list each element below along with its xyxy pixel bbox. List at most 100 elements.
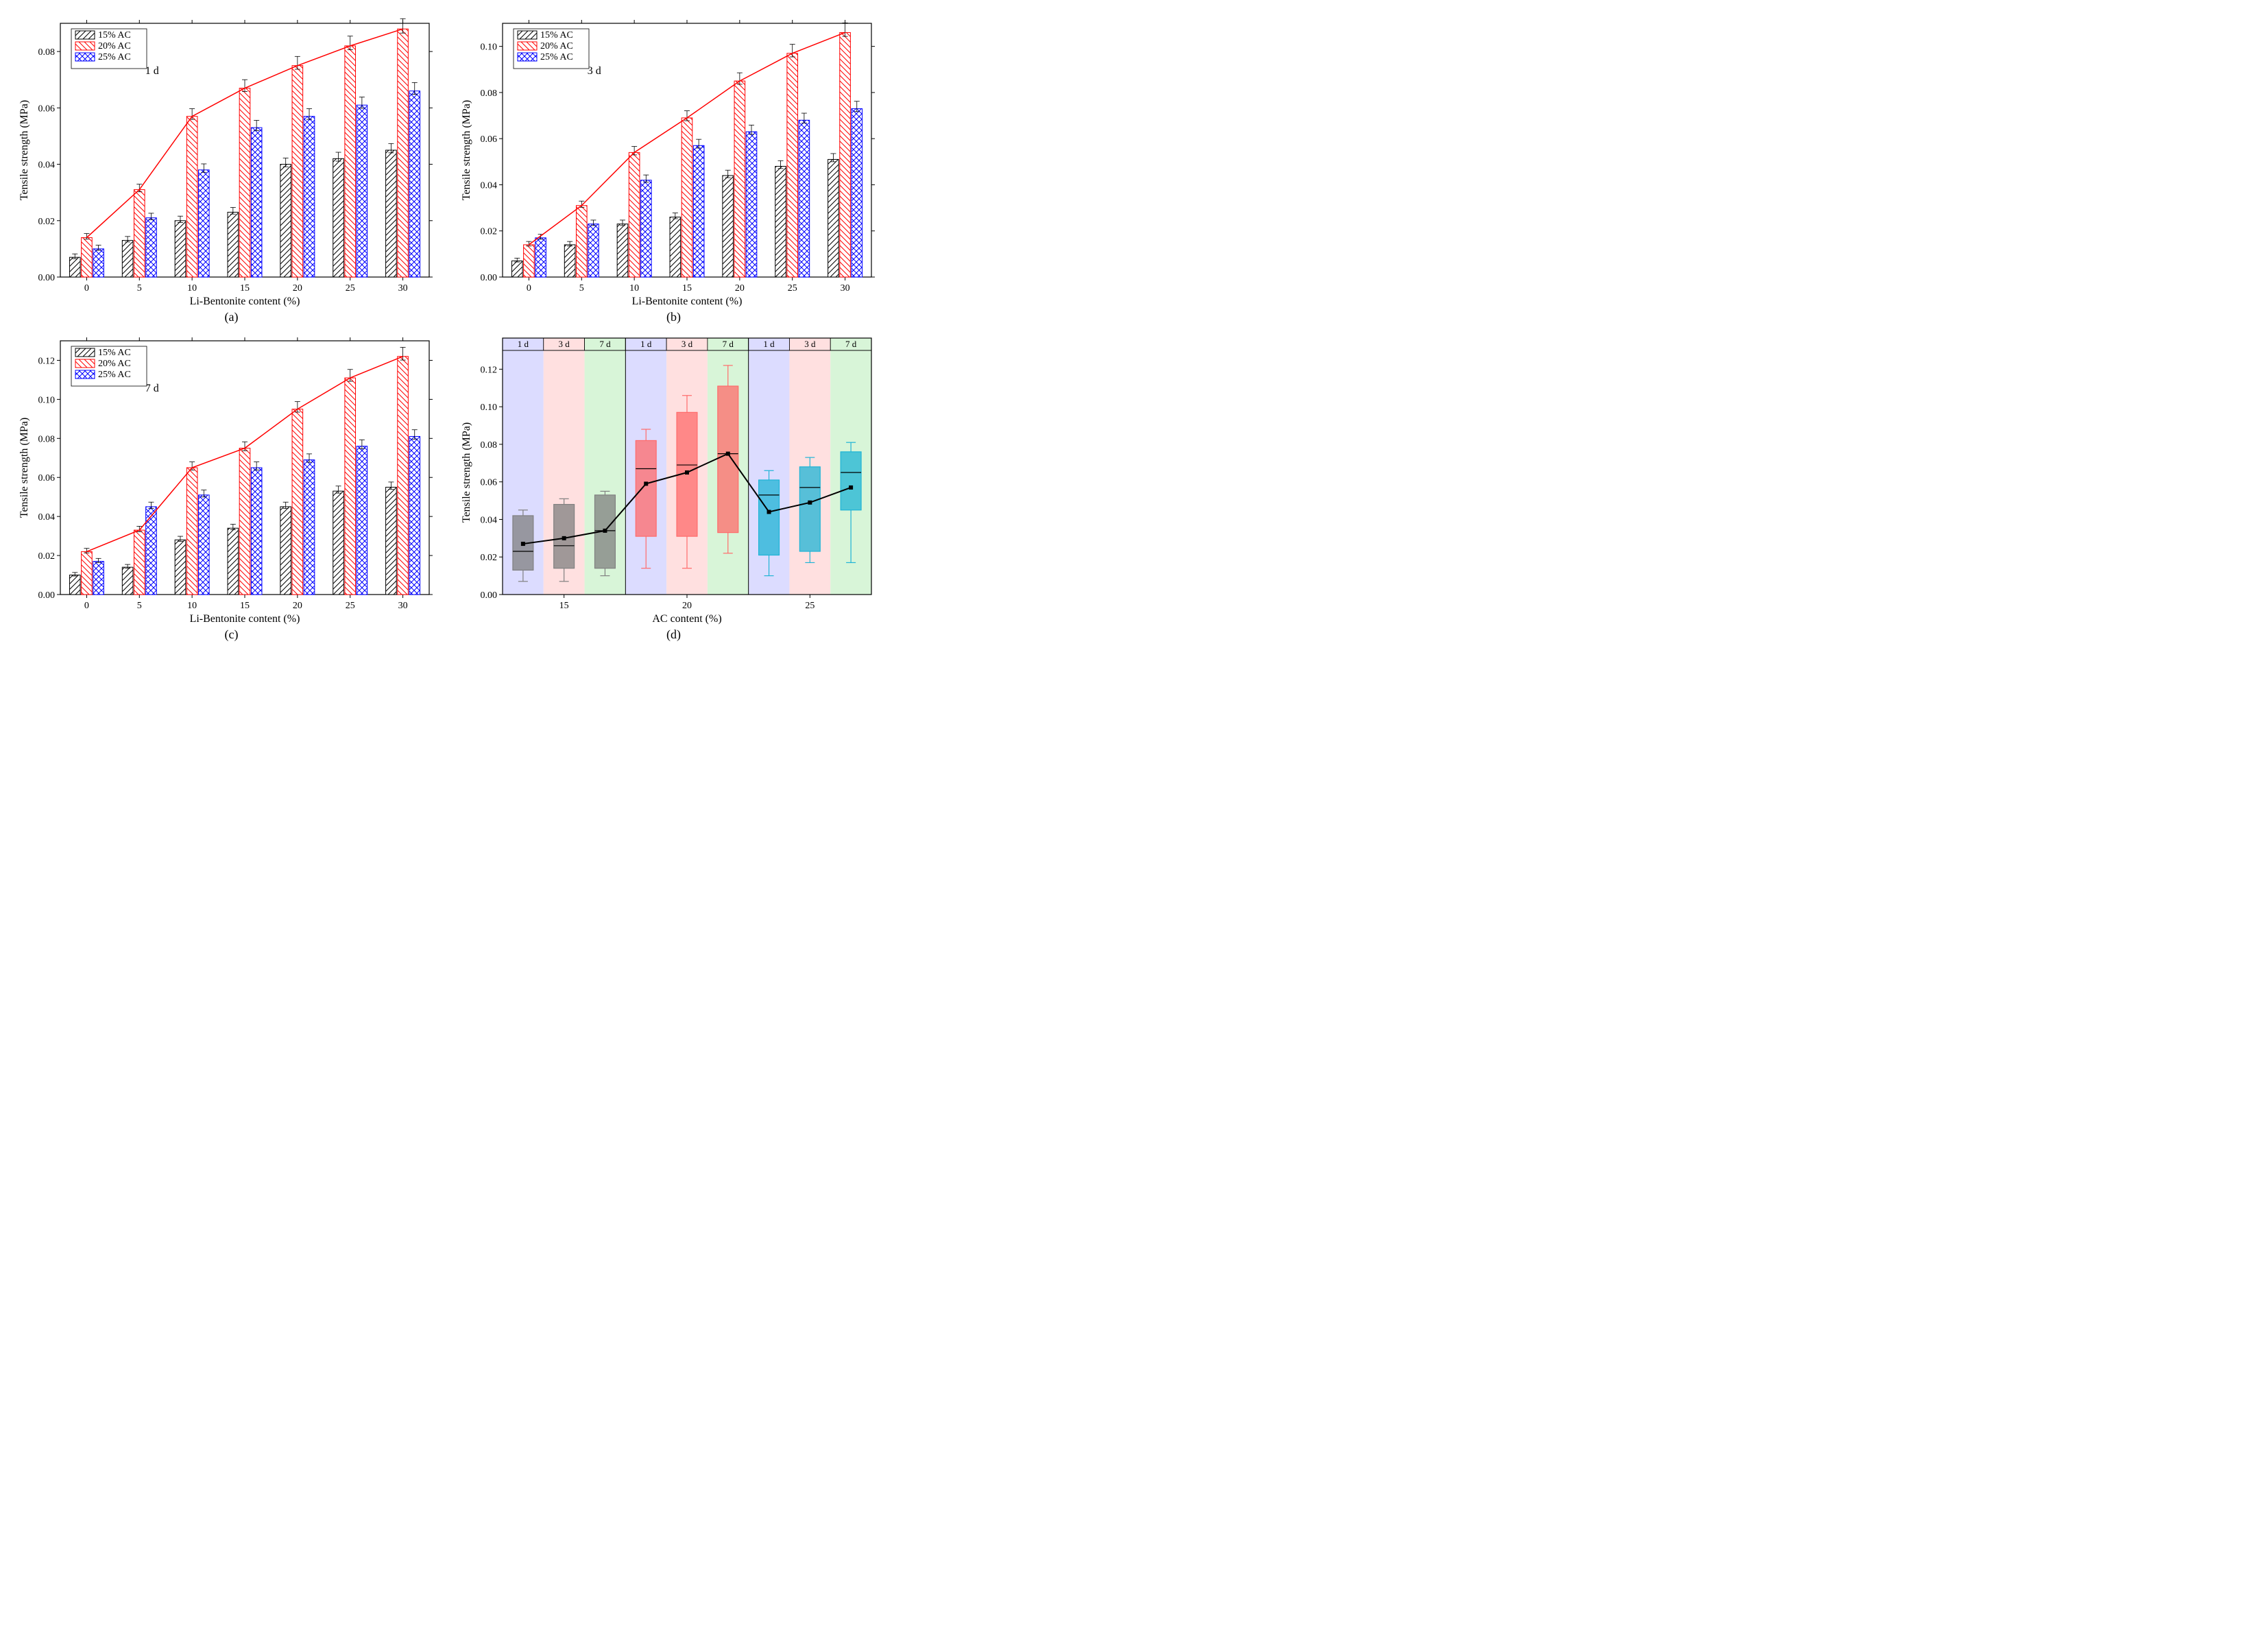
- box: [799, 467, 820, 551]
- bar: [511, 261, 522, 277]
- bar: [564, 245, 575, 277]
- bar: [304, 117, 315, 277]
- svg-text:0.10: 0.10: [481, 43, 498, 53]
- svg-text:0: 0: [84, 283, 89, 293]
- svg-text:0.00: 0.00: [38, 273, 56, 283]
- caption: (b): [456, 310, 891, 324]
- bar: [146, 218, 157, 277]
- svg-text:0.08: 0.08: [481, 88, 498, 99]
- bar: [840, 32, 851, 277]
- svg-text:15% AC: 15% AC: [98, 348, 131, 358]
- bar: [228, 528, 239, 595]
- svg-text:5: 5: [137, 601, 142, 611]
- bar: [292, 409, 303, 595]
- bar: [775, 167, 786, 277]
- bar: [746, 132, 757, 277]
- bar: [134, 530, 145, 595]
- svg-text:Tensile strength (MPa): Tensile strength (MPa): [461, 100, 472, 200]
- svg-text:1 d: 1 d: [640, 339, 652, 349]
- bar: [292, 66, 303, 277]
- svg-text:0.04: 0.04: [38, 512, 56, 523]
- svg-text:25% AC: 25% AC: [98, 370, 131, 380]
- svg-text:20: 20: [293, 283, 302, 293]
- svg-text:20: 20: [293, 601, 302, 611]
- svg-text:0.06: 0.06: [481, 134, 498, 145]
- bar: [852, 108, 862, 277]
- svg-text:3 d: 3 d: [681, 339, 693, 349]
- bar: [82, 551, 93, 595]
- svg-text:15: 15: [240, 601, 250, 611]
- bar: [386, 487, 397, 595]
- bar: [304, 460, 315, 595]
- bar: [280, 507, 291, 595]
- bar: [93, 249, 104, 277]
- bar: [629, 152, 640, 277]
- svg-text:1 d: 1 d: [763, 339, 775, 349]
- svg-text:10: 10: [187, 601, 197, 611]
- bar: [175, 221, 186, 277]
- bar: [333, 491, 344, 595]
- bar: [186, 117, 197, 277]
- bar: [588, 224, 599, 277]
- svg-text:15: 15: [682, 283, 692, 293]
- svg-text:5: 5: [579, 283, 584, 293]
- svg-text:20% AC: 20% AC: [540, 41, 573, 51]
- svg-text:15% AC: 15% AC: [98, 30, 131, 40]
- svg-text:0.04: 0.04: [481, 515, 498, 525]
- bar: [69, 257, 80, 277]
- bar: [69, 575, 80, 595]
- svg-text:Tensile strength (MPa): Tensile strength (MPa): [19, 418, 30, 518]
- bar: [681, 118, 692, 277]
- bar: [345, 378, 356, 595]
- bar: [175, 540, 186, 595]
- bar: [345, 46, 356, 277]
- bar: [228, 212, 239, 277]
- svg-text:0.08: 0.08: [481, 440, 498, 451]
- svg-text:0.12: 0.12: [481, 365, 498, 375]
- svg-text:10: 10: [629, 283, 639, 293]
- bar: [640, 180, 651, 277]
- svg-text:0.06: 0.06: [38, 104, 56, 114]
- bar: [134, 190, 145, 277]
- svg-text:3 d: 3 d: [804, 339, 816, 349]
- bar: [251, 128, 262, 277]
- svg-text:0.02: 0.02: [481, 227, 498, 237]
- bar: [617, 224, 628, 277]
- svg-text:0.04: 0.04: [38, 160, 56, 171]
- figure-grid: 0.00 0.02 0.04 0.06 0.08 Tensile strength (MP…: [14, 14, 891, 642]
- svg-text:0.08: 0.08: [38, 434, 56, 444]
- svg-text:1 d: 1 d: [518, 339, 529, 349]
- svg-text:Tensile strength (MPa): Tensile strength (MPa): [19, 100, 30, 200]
- bar: [198, 495, 209, 595]
- bar: [693, 145, 704, 277]
- bar: [280, 165, 291, 277]
- bar: [734, 81, 745, 277]
- bar: [198, 170, 209, 277]
- bar: [239, 448, 250, 595]
- svg-text:30: 30: [398, 601, 408, 611]
- svg-text:25: 25: [805, 601, 815, 611]
- svg-text:20% AC: 20% AC: [98, 41, 131, 51]
- bar: [723, 176, 734, 277]
- svg-text:7 d: 7 d: [723, 339, 734, 349]
- bar: [799, 120, 810, 277]
- bar: [535, 238, 546, 277]
- svg-text:7 d: 7 d: [599, 339, 611, 349]
- svg-text:0.00: 0.00: [38, 590, 56, 601]
- svg-text:30: 30: [398, 283, 408, 293]
- svg-text:0.06: 0.06: [38, 473, 56, 483]
- svg-text:AC content (%): AC content (%): [652, 613, 721, 625]
- bar: [787, 53, 798, 277]
- caption: (a): [14, 310, 449, 324]
- bar: [409, 436, 420, 595]
- svg-text:3 d: 3 d: [559, 339, 570, 349]
- svg-text:15% AC: 15% AC: [540, 30, 573, 40]
- panel-d: 1 d3 d7 d1 d3 d7 d1 d3 d7 d0.000.020.040…: [456, 331, 891, 642]
- svg-text:25: 25: [788, 283, 797, 293]
- svg-text:20: 20: [682, 601, 692, 611]
- bar: [93, 562, 104, 595]
- panel-a: 0.000.020.040.060.08Tensile strength (MP…: [14, 14, 449, 324]
- bar: [357, 446, 367, 595]
- bar: [239, 88, 250, 277]
- bar: [398, 29, 409, 277]
